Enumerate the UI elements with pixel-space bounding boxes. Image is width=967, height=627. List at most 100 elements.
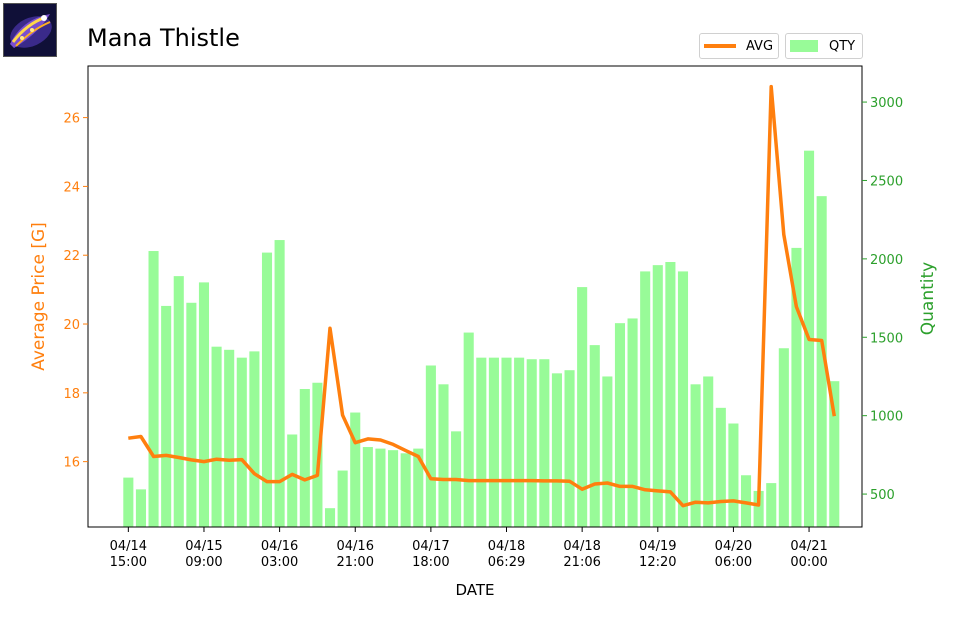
x-tick-label-time: 06:00 xyxy=(715,555,752,570)
x-tick-label-time: 21:00 xyxy=(337,555,374,570)
qty-bar xyxy=(476,357,487,527)
x-tick-label-date: 04/17 xyxy=(412,539,449,554)
qty-bar xyxy=(324,508,336,527)
qty-bar xyxy=(677,271,689,527)
legend-avg-label: AVG xyxy=(746,38,774,54)
y-right-axis-label: Quantity xyxy=(918,262,938,335)
qty-bar xyxy=(577,287,588,527)
qty-bar xyxy=(400,453,411,527)
y-right-tick-label: 1000 xyxy=(870,410,903,425)
x-tick-label-time: 06:29 xyxy=(488,555,525,570)
y-left-tick-label: 18 xyxy=(63,387,80,402)
qty-bar xyxy=(274,240,285,527)
legend-qty-label: QTY xyxy=(829,38,856,54)
x-axis-label: DATE xyxy=(455,581,494,599)
qty-bar xyxy=(652,265,663,527)
y-left-axis-label: Average Price [G] xyxy=(29,222,49,371)
qty-bar xyxy=(362,447,373,527)
avg-price-line xyxy=(128,84,837,508)
legend-qty: QTY xyxy=(785,33,863,59)
qty-bar xyxy=(715,407,726,527)
qty-bar xyxy=(287,434,298,527)
y-right-tick-label: 3000 xyxy=(870,96,903,111)
qty-bar xyxy=(690,384,701,527)
qty-bar xyxy=(224,349,235,527)
x-tick-label-time: 09:00 xyxy=(185,555,222,570)
x-tick-label-date: 04/20 xyxy=(715,539,752,554)
y-left-tick-label: 20 xyxy=(63,318,80,333)
qty-bar xyxy=(640,271,651,527)
qty-bar xyxy=(728,423,739,527)
qty-bar xyxy=(135,489,146,527)
x-tick-label-date: 04/14 xyxy=(110,539,147,554)
qty-bar xyxy=(753,490,764,527)
x-tick-label-date: 04/18 xyxy=(488,539,525,554)
qty-bar xyxy=(186,302,197,527)
qty-bar xyxy=(350,412,361,527)
qty-bar xyxy=(148,251,159,527)
qty-bar xyxy=(627,318,638,527)
qty-bar xyxy=(589,345,600,527)
qty-bar xyxy=(703,376,714,527)
x-tick-label-date: 04/21 xyxy=(790,539,827,554)
y-left-tick-label: 24 xyxy=(63,180,80,195)
x-tick-label-time: 21:06 xyxy=(563,555,600,570)
x-tick-label-time: 03:00 xyxy=(261,555,298,570)
qty-bar xyxy=(829,381,840,527)
y-right-tick-label: 2000 xyxy=(870,253,903,268)
mana-thistle-item-icon xyxy=(3,3,57,57)
qty-bar xyxy=(388,450,399,527)
plot-frame xyxy=(87,65,863,528)
qty-bar xyxy=(778,348,789,527)
x-tick-label-time: 12:20 xyxy=(639,555,676,570)
x-tick-label-date: 04/19 xyxy=(639,539,676,554)
qty-bar xyxy=(249,351,260,527)
qty-bar xyxy=(665,262,676,527)
y-right-tick-label: 500 xyxy=(870,488,895,503)
qty-bar xyxy=(463,332,474,527)
x-tick-label-time: 18:00 xyxy=(412,555,449,570)
x-tick-label-time: 00:00 xyxy=(790,555,827,570)
chart-title: Mana Thistle xyxy=(87,24,240,52)
qty-bar xyxy=(438,384,449,527)
qty-bar xyxy=(375,448,386,527)
qty-bar xyxy=(791,247,802,527)
qty-bar xyxy=(236,357,247,527)
qty-bar xyxy=(526,359,537,527)
qty-bar xyxy=(816,196,827,528)
qty-bar xyxy=(299,389,310,527)
qty-bar xyxy=(425,365,436,527)
x-tick-label-date: 04/16 xyxy=(261,539,298,554)
qty-bar xyxy=(551,373,562,527)
qty-bar xyxy=(211,346,222,527)
qty-bar xyxy=(161,305,172,527)
legend-avg-swatch xyxy=(704,44,736,48)
qty-bar xyxy=(614,323,626,527)
x-tick-label-time: 15:00 xyxy=(110,555,147,570)
qty-bar xyxy=(766,483,777,527)
qty-bar xyxy=(261,252,273,527)
y-left-tick-label: 26 xyxy=(63,112,80,127)
y-right-tick-label: 1500 xyxy=(870,331,903,346)
legend-avg: AVG xyxy=(699,33,779,59)
qty-bar xyxy=(501,357,512,527)
x-tick-label-date: 04/18 xyxy=(563,539,600,554)
y-left-tick-label: 22 xyxy=(63,249,80,264)
qty-bar xyxy=(740,475,752,527)
x-tick-label-date: 04/15 xyxy=(185,539,222,554)
qty-bar xyxy=(564,370,575,527)
y-right-tick-label: 2500 xyxy=(870,174,903,189)
x-tick-label-date: 04/16 xyxy=(337,539,374,554)
qty-bar xyxy=(198,282,210,527)
qty-bar xyxy=(488,357,499,527)
qty-bar xyxy=(514,357,525,527)
qty-bar xyxy=(123,477,134,527)
qty-bar xyxy=(413,448,424,527)
y-left-tick-label: 16 xyxy=(63,456,80,471)
qty-bar xyxy=(173,276,184,527)
qty-bar xyxy=(602,376,613,527)
legend-qty-swatch xyxy=(790,40,818,52)
qty-bar xyxy=(539,359,550,527)
qty-bar xyxy=(337,470,348,527)
